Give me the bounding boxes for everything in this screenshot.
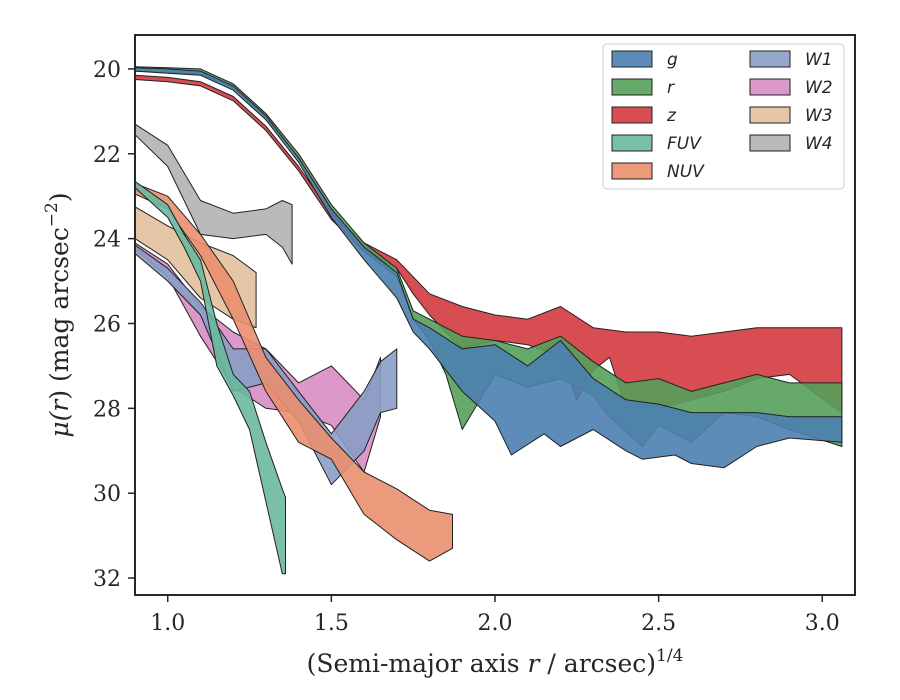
legend-label-g: g [667,50,678,70]
y-tick-label: 32 [93,567,121,592]
legend-swatch-w3 [749,106,791,124]
legend-label-w1: W1 [805,50,833,70]
y-tick-label: 26 [93,312,121,337]
y-tick-label: 20 [93,58,121,83]
legend-label-w4: W4 [805,134,833,154]
legend-swatch-w2 [749,78,791,96]
band-w4 [134,123,293,265]
legend-swatch-nuv [611,162,653,180]
legend-swatch-w4 [749,134,791,152]
x-tick-label: 2.0 [478,611,513,636]
legend-swatch-r [611,78,653,96]
legend-label-fuv: FUV [667,134,702,154]
legend-label-nuv: NUV [667,162,705,182]
band-g [134,67,843,469]
legend-swatch-g [611,50,653,68]
y-tick-label: 24 [93,228,121,253]
y-axis-ticks: 20 22 24 26 28 30 32 [93,58,135,592]
legend-swatch-z [611,106,653,124]
x-tick-label: 1.5 [314,611,349,636]
x-tick-label: 2.5 [641,611,676,636]
profile-bands [134,66,843,575]
band-nuv [134,183,453,562]
legend-label-z: z [666,106,677,126]
x-axis-ticks: 1.0 1.5 2.0 2.5 3.0 [150,595,840,636]
y-tick-label: 22 [93,143,121,168]
band-fuv [134,180,286,575]
legend-label-w3: W3 [805,106,833,126]
legend-label-r: r [667,78,675,98]
x-axis-label: (Semi-major axis r / arcsec)1/4 [307,646,684,678]
x-tick-label: 3.0 [805,611,840,636]
legend-swatch-fuv [611,134,653,152]
y-tick-label: 28 [93,397,121,422]
legend: grz FUV NUV W1 W2 W3 W4 [602,43,845,190]
legend-swatch-w1 [749,50,791,68]
x-tick-label: 1.0 [150,611,185,636]
legend-label-w2: W2 [805,78,833,98]
y-axis-label: μ(r) (mag arcsec−2) [42,192,74,437]
y-tick-label: 30 [93,482,121,507]
